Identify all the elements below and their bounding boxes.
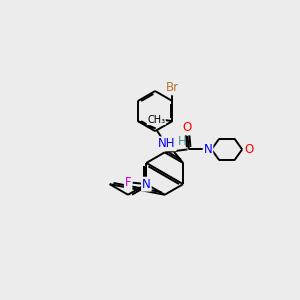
- Text: N: N: [204, 143, 212, 156]
- Text: NH: NH: [158, 137, 175, 150]
- Text: O: O: [244, 143, 253, 156]
- Text: O: O: [183, 122, 192, 134]
- Text: CH₃: CH₃: [147, 115, 165, 124]
- Text: F: F: [125, 176, 131, 189]
- Text: H: H: [178, 135, 187, 148]
- Text: N: N: [142, 178, 151, 191]
- Text: Br: Br: [166, 81, 179, 94]
